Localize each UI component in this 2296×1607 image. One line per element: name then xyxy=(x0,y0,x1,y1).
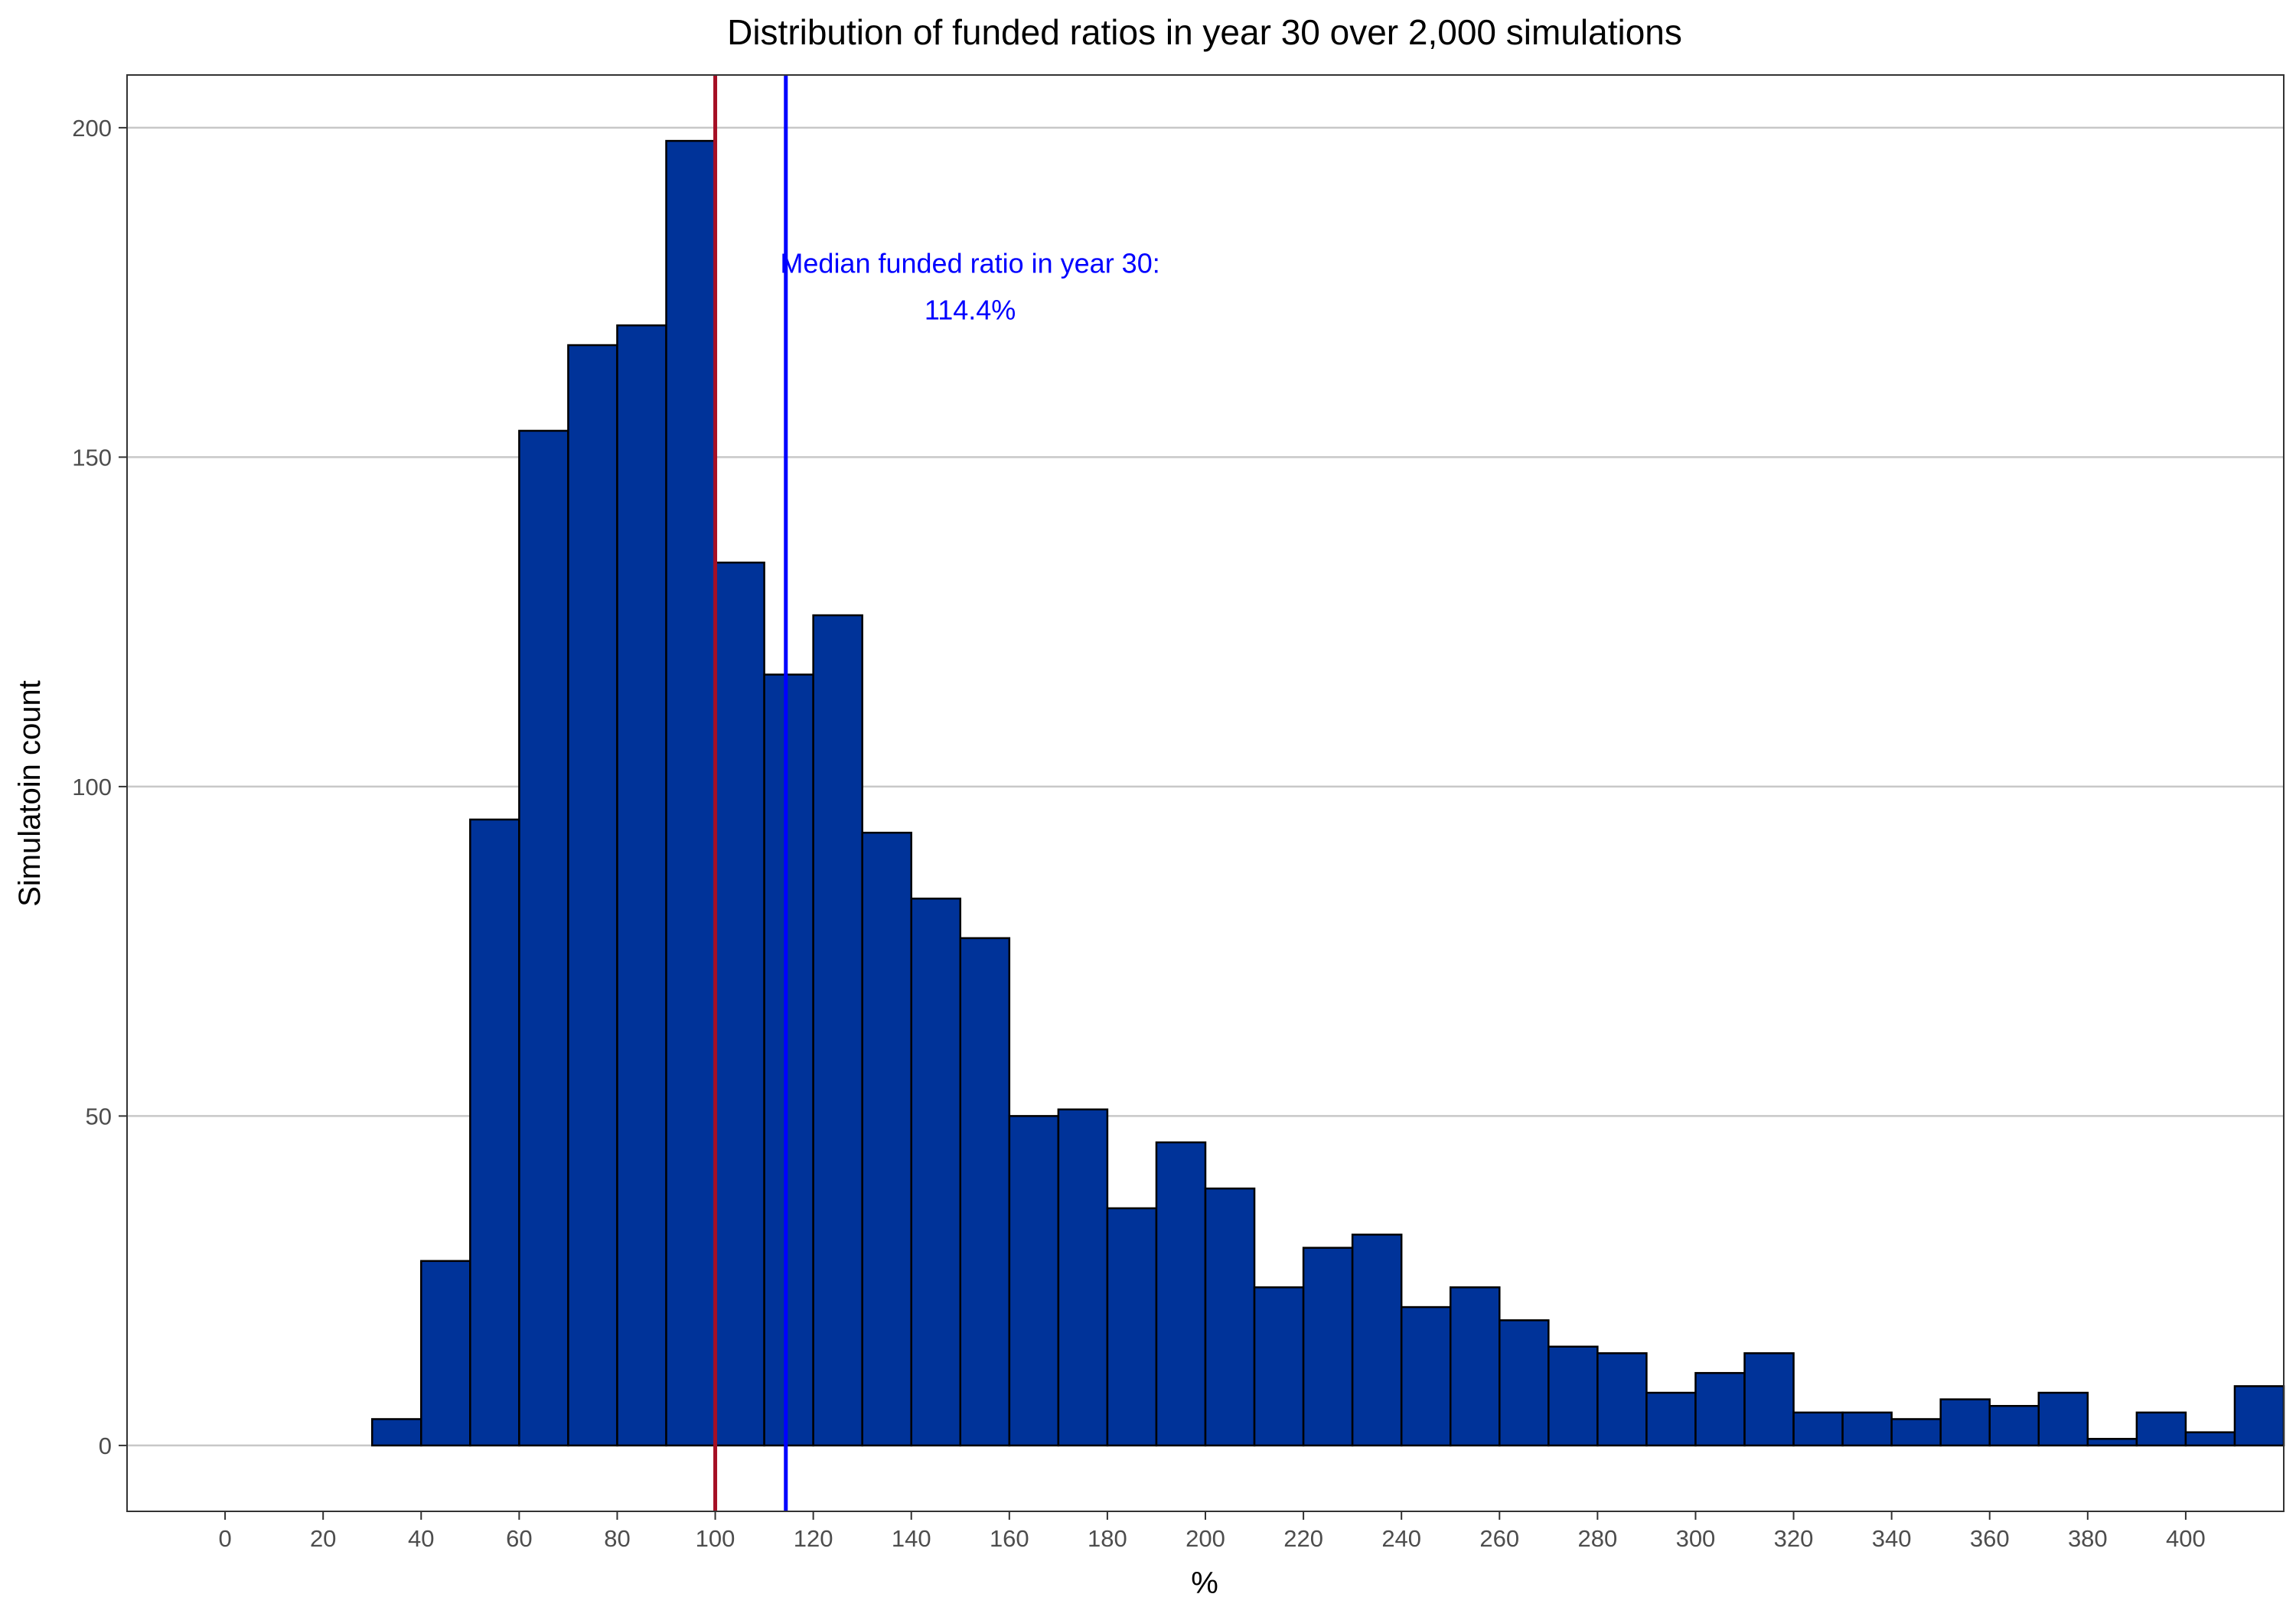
histogram-bar xyxy=(1743,1352,1795,1447)
x-axis-label: % xyxy=(1191,1566,1218,1600)
histogram-bar xyxy=(763,673,814,1447)
x-tick-label: 320 xyxy=(1774,1525,1814,1552)
x-tick-label: 380 xyxy=(2068,1525,2108,1552)
histogram-bar xyxy=(2037,1391,2089,1447)
histogram-bar xyxy=(959,937,1011,1447)
y-tick-label: 150 xyxy=(72,444,112,471)
x-tick-label: 300 xyxy=(1676,1525,1716,1552)
x-tick-label: 260 xyxy=(1479,1525,1519,1552)
histogram-bar xyxy=(616,324,667,1447)
histogram-bar xyxy=(2135,1411,2187,1447)
x-tick-label: 60 xyxy=(506,1525,532,1552)
chart-title: Distribution of funded ratios in year 30… xyxy=(727,12,1682,52)
x-axis-ticks: 0 20 40 60 80 100 120 140 160 180 200 220 240 260 280 3… xyxy=(218,1511,2206,1552)
histogram-bar xyxy=(2233,1385,2285,1447)
histogram-bars xyxy=(370,139,2285,1447)
x-tick-label: 400 xyxy=(2166,1525,2206,1552)
x-tick-label: 220 xyxy=(1283,1525,1323,1552)
histogram-bar xyxy=(370,1418,422,1447)
x-tick-label: 0 xyxy=(218,1525,231,1552)
x-tick-label: 200 xyxy=(1186,1525,1225,1552)
histogram-bar xyxy=(1351,1234,1403,1447)
histogram-bar xyxy=(2184,1431,2236,1447)
histogram-bar xyxy=(1499,1319,1550,1447)
y-tick-label: 100 xyxy=(72,774,112,800)
histogram-bar xyxy=(812,614,863,1447)
y-tick-label: 200 xyxy=(72,115,112,142)
histogram-bar xyxy=(1694,1371,1746,1447)
y-tick-label: 50 xyxy=(86,1103,112,1129)
histogram-bar xyxy=(1792,1411,1844,1447)
histogram-bar xyxy=(1988,1404,2040,1447)
histogram-bar xyxy=(1548,1345,1599,1447)
histogram-bar xyxy=(1106,1207,1158,1447)
median-annotation: Median funded ratio in year 30: 114.4% xyxy=(780,247,1159,325)
x-tick-label: 180 xyxy=(1088,1525,1127,1552)
histogram-bar xyxy=(1841,1411,1893,1447)
histogram-bar xyxy=(518,429,569,1447)
histogram-bar xyxy=(861,831,912,1447)
histogram-bar xyxy=(1449,1286,1501,1447)
x-tick-label: 160 xyxy=(990,1525,1029,1552)
x-tick-label: 40 xyxy=(408,1525,434,1552)
histogram-bar xyxy=(665,139,716,1447)
x-tick-label: 240 xyxy=(1381,1525,1421,1552)
x-tick-label: 140 xyxy=(892,1525,931,1552)
y-axis-ticks: 0 50 100 150 200 xyxy=(72,115,127,1459)
x-tick-label: 100 xyxy=(696,1525,735,1552)
annotation-line: 114.4% xyxy=(925,294,1016,325)
histogram-bar xyxy=(1057,1108,1109,1447)
histogram-bar xyxy=(1400,1305,1452,1447)
histogram-bar xyxy=(1939,1398,1991,1447)
histogram-bar xyxy=(567,344,618,1447)
x-tick-label: 360 xyxy=(1970,1525,2010,1552)
histogram-bar xyxy=(2086,1438,2138,1447)
x-tick-label: 340 xyxy=(1872,1525,1912,1552)
histogram-bar xyxy=(469,818,520,1447)
histogram-bar xyxy=(1155,1141,1207,1447)
histogram-bar xyxy=(910,898,962,1447)
x-tick-label: 20 xyxy=(310,1525,336,1552)
reference-lines xyxy=(713,75,788,1511)
histogram-bar xyxy=(1253,1286,1305,1447)
x-tick-label: 80 xyxy=(604,1525,630,1552)
y-axis-label: Simulatoin count xyxy=(13,680,47,907)
x-tick-label: 120 xyxy=(794,1525,833,1552)
histogram-bar xyxy=(1204,1187,1256,1447)
histogram-bar xyxy=(420,1260,471,1447)
x-tick-label: 280 xyxy=(1577,1525,1617,1552)
histogram-bar xyxy=(1302,1247,1354,1447)
histogram-bar xyxy=(1890,1418,1942,1447)
histogram-bar xyxy=(714,561,765,1447)
histogram-bar xyxy=(1596,1352,1648,1447)
annotation-line: Median funded ratio in year 30: xyxy=(780,247,1159,279)
histogram-bar xyxy=(1008,1115,1060,1447)
y-tick-label: 0 xyxy=(99,1433,112,1459)
histogram-bar xyxy=(1645,1391,1697,1447)
